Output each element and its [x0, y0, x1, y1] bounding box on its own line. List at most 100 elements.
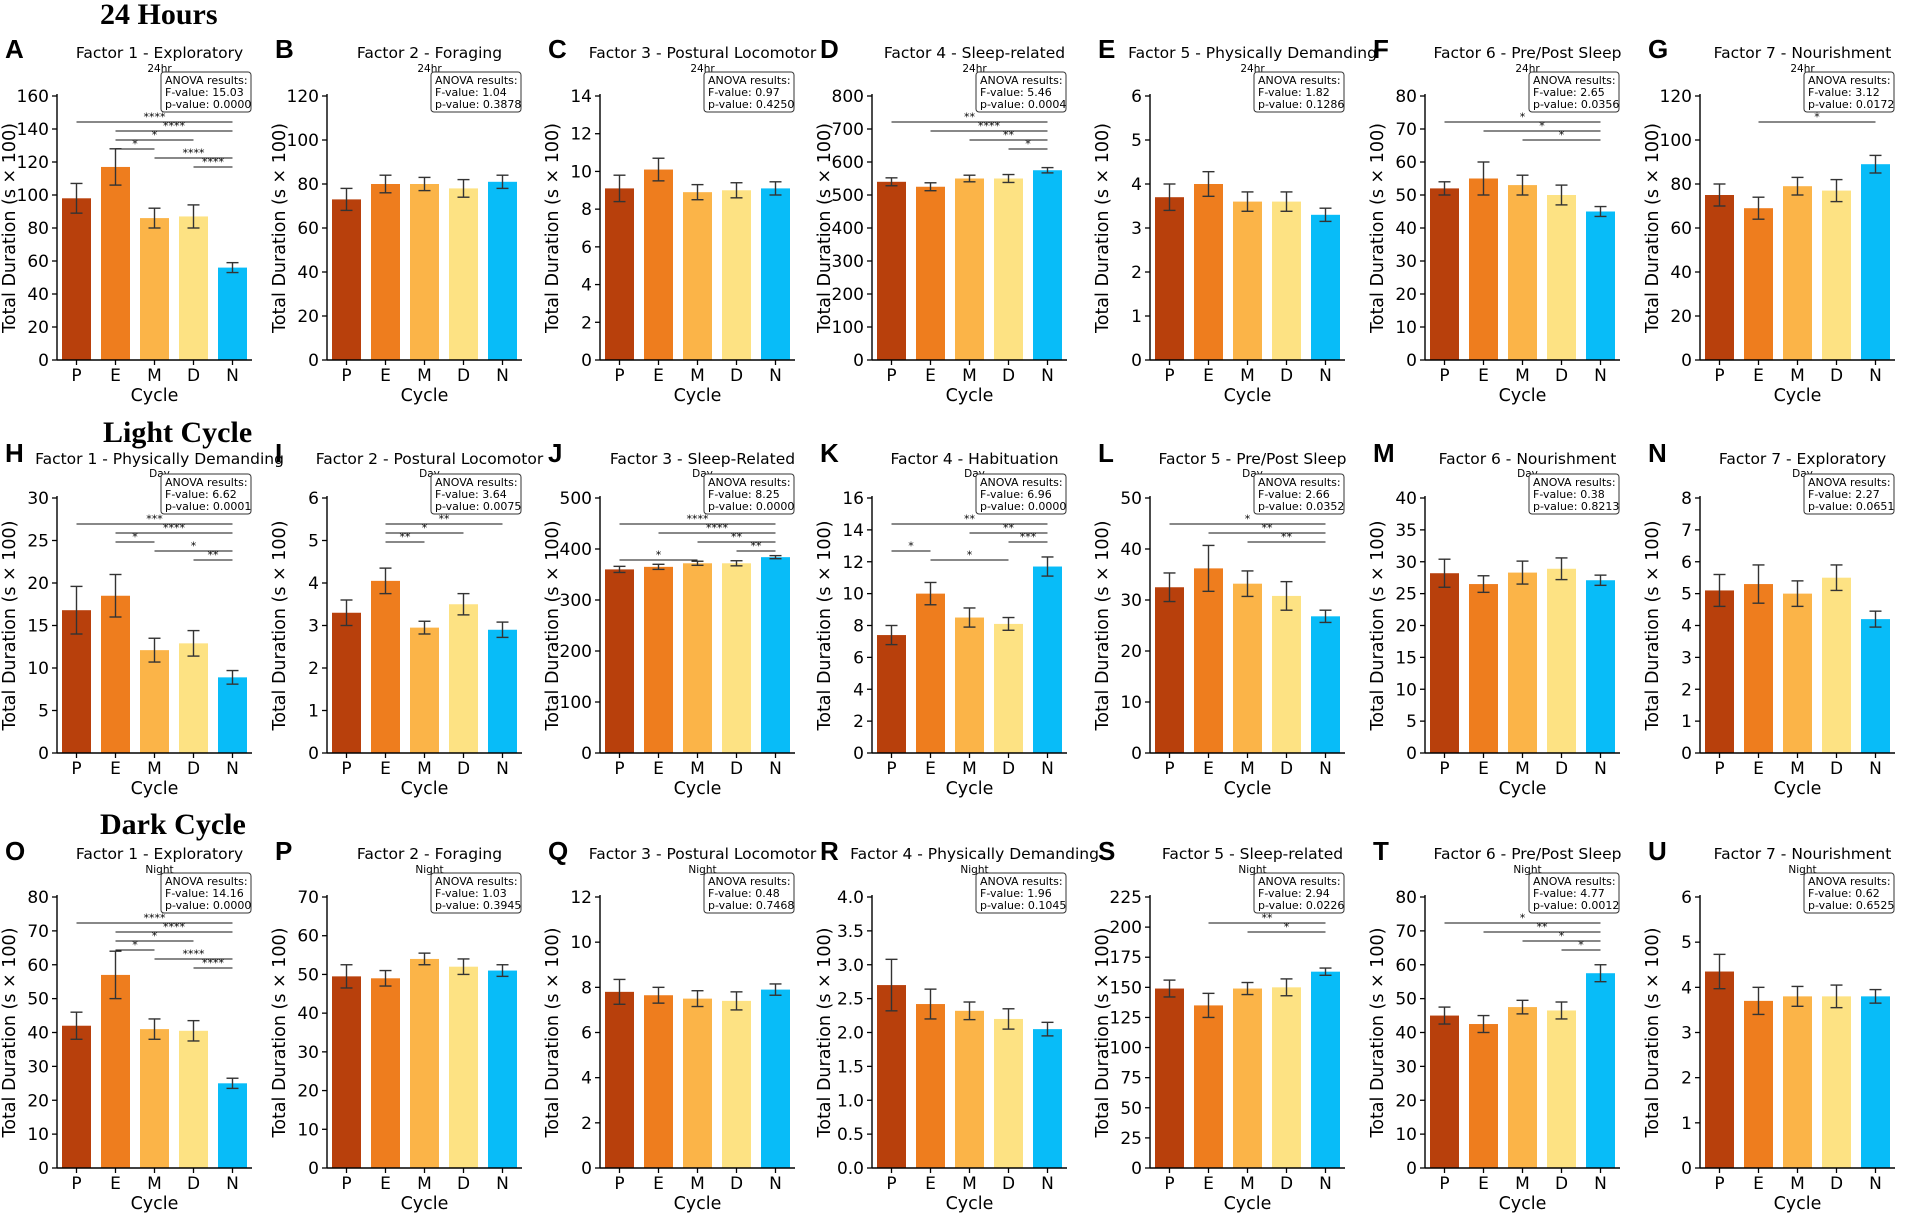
- y-tick-label: 20: [1395, 1091, 1417, 1111]
- x-tick-label: P: [341, 759, 351, 779]
- x-axis-label: Cycle: [401, 779, 449, 799]
- x-tick-label: P: [1714, 366, 1724, 386]
- anova-box: [1528, 473, 1620, 515]
- y-tick-label: 4: [581, 1069, 592, 1089]
- bar-e: [1469, 1024, 1498, 1168]
- x-tick-label: M: [1240, 1174, 1255, 1194]
- y-tick-label: 175: [1110, 948, 1142, 968]
- significance-label: **: [751, 540, 763, 553]
- bar-n: [1311, 214, 1340, 360]
- y-tick-label: 0: [1131, 351, 1142, 371]
- panel-letter: J: [548, 438, 562, 468]
- x-tick-label: P: [1714, 759, 1724, 779]
- y-tick-label: 15: [27, 617, 49, 637]
- bar-d: [1547, 568, 1576, 753]
- y-tick-label: 100: [560, 693, 592, 713]
- y-tick-label: 6: [1681, 888, 1692, 908]
- chart-title: Factor 2 - Foraging: [357, 845, 502, 863]
- x-tick-label: P: [1439, 1174, 1449, 1194]
- y-tick-label: 60: [1395, 956, 1417, 976]
- bar-n: [1586, 580, 1615, 753]
- significance-label: **: [964, 111, 976, 124]
- y-tick-label: 8: [853, 617, 864, 637]
- bar-p: [1155, 988, 1184, 1168]
- y-tick-label: 80: [1395, 888, 1417, 908]
- chart-title: Factor 7 - Nourishment: [1714, 44, 1892, 62]
- y-tick-label: 14: [570, 87, 592, 107]
- y-tick-label: 200: [832, 285, 864, 305]
- y-tick-label: 0: [1681, 351, 1692, 371]
- y-tick-label: 2: [1681, 1069, 1692, 1089]
- anova-f-value: F-value: 6.62: [165, 488, 237, 501]
- bar-e: [1744, 1000, 1773, 1168]
- y-tick-label: 12: [570, 125, 592, 145]
- row-title-24-hours: 24 Hours: [100, 0, 218, 31]
- bar-d: [179, 1030, 208, 1168]
- significance-label: ***: [1020, 531, 1037, 544]
- bar-p: [1705, 590, 1734, 753]
- x-tick-label: M: [1515, 366, 1530, 386]
- y-tick-label: 10: [27, 659, 49, 679]
- significance-label: *: [908, 540, 914, 553]
- y-tick-label: 60: [297, 927, 319, 947]
- y-axis-label: Total Duration (s × 100): [0, 521, 20, 732]
- bar-p: [332, 612, 361, 753]
- x-tick-label: P: [614, 759, 624, 779]
- x-axis-label: Cycle: [401, 386, 449, 406]
- anova-f-value: F-value: 0.38: [1533, 488, 1605, 501]
- significance-label: **: [964, 513, 976, 526]
- x-axis-label: Cycle: [1224, 386, 1272, 406]
- y-axis-label: Total Duration (s × 100): [543, 928, 563, 1139]
- y-tick-label: 120: [17, 153, 49, 173]
- y-tick-label: 100: [1660, 131, 1692, 151]
- y-tick-label: 3.0: [837, 956, 864, 976]
- bar-p: [877, 635, 906, 753]
- y-tick-label: 6: [1131, 87, 1142, 107]
- x-tick-label: D: [1002, 759, 1015, 779]
- bar-n: [761, 557, 790, 753]
- y-tick-label: 60: [27, 252, 49, 272]
- anova-box: [1253, 872, 1345, 914]
- y-tick-label: 25: [27, 532, 49, 552]
- significance-label: ****: [978, 120, 1001, 133]
- y-tick-label: 3: [1681, 1024, 1692, 1044]
- anova-box: [160, 473, 252, 515]
- anova-box: [1528, 71, 1620, 113]
- bar-e: [101, 974, 130, 1168]
- x-tick-label: N: [1319, 759, 1332, 779]
- anova-f-value: F-value: 2.65: [1533, 86, 1605, 99]
- x-tick-label: E: [110, 759, 121, 779]
- bar-m: [1508, 572, 1537, 753]
- y-tick-label: 70: [1395, 120, 1417, 140]
- y-axis-label: Total Duration (s × 100): [815, 521, 835, 732]
- bar-p: [62, 1025, 91, 1168]
- significance-label: *: [1245, 513, 1251, 526]
- y-tick-label: 1.0: [837, 1091, 864, 1111]
- y-tick-label: 0: [1681, 1159, 1692, 1179]
- bar-m: [140, 650, 169, 753]
- anova-header: ANOVA results:: [165, 476, 248, 489]
- significance-label: **: [1003, 522, 1015, 535]
- anova-header: ANOVA results:: [1533, 74, 1616, 87]
- anova-header: ANOVA results:: [1258, 875, 1341, 888]
- y-tick-label: 20: [27, 574, 49, 594]
- y-tick-label: 0: [581, 744, 592, 764]
- bar-m: [410, 627, 439, 753]
- anova-p-value: p-value: 0.0004: [980, 98, 1066, 111]
- x-tick-label: D: [1002, 366, 1015, 386]
- y-tick-label: 30: [1395, 1057, 1417, 1077]
- bar-d: [1822, 996, 1851, 1168]
- y-tick-label: 12: [842, 553, 864, 573]
- y-tick-label: 7: [1681, 521, 1692, 541]
- x-tick-label: N: [496, 1174, 509, 1194]
- y-tick-label: 40: [1670, 263, 1692, 283]
- anova-box: [1253, 473, 1345, 515]
- x-tick-label: N: [496, 366, 509, 386]
- y-axis-label: Total Duration (s × 100): [1368, 123, 1388, 334]
